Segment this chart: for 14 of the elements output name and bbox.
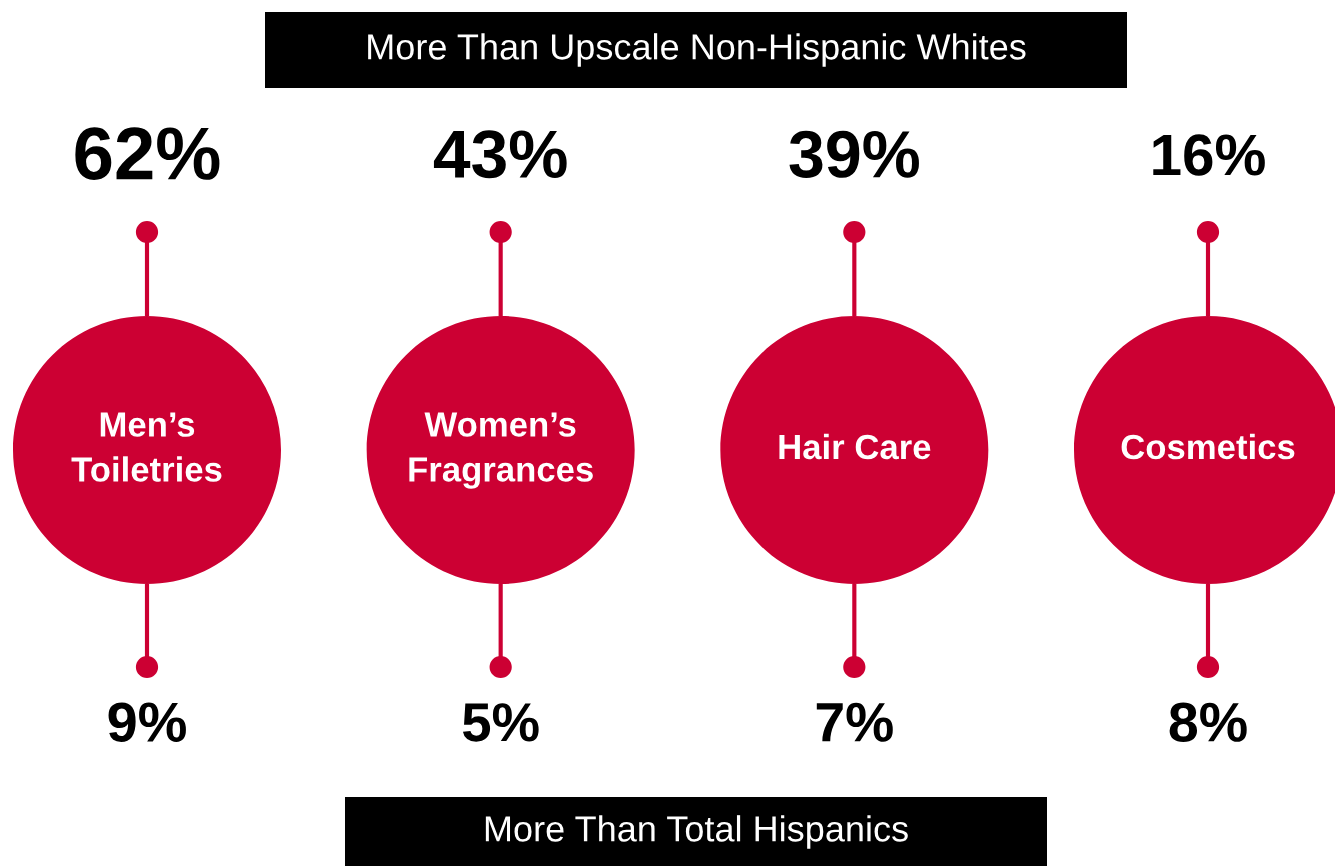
data-label: 39% (789, 130, 919, 178)
data-label: 5% (462, 703, 539, 742)
category-label: Women’s Fragrances (409, 412, 593, 489)
category-label: Men’s Toiletries (71, 412, 222, 482)
data-label: 7% (816, 702, 893, 742)
data-label: 9% (108, 702, 186, 743)
category-label: Hair Care (779, 433, 931, 460)
data-label: 62% (75, 127, 220, 180)
data-label: 43% (433, 130, 567, 179)
data-label: 16% (1153, 134, 1265, 176)
category-label: Cosmetics (1121, 433, 1295, 460)
text: More Than Upscale Non-Hispanic Whites (368, 33, 1026, 67)
text: More Than Total Hispanics (485, 815, 908, 849)
data-label: 8% (1169, 702, 1247, 742)
